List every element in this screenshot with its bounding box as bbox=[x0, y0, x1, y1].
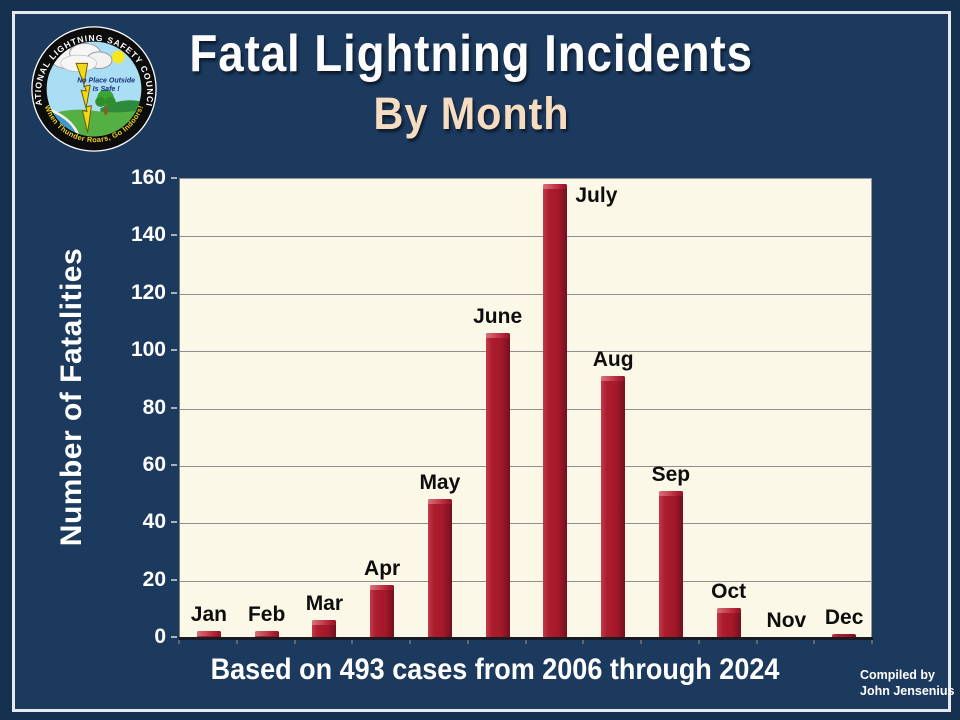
bar-may bbox=[427, 499, 452, 637]
y-tick-mark-100 bbox=[171, 349, 177, 352]
logo-slogan-line1: No Place Outside bbox=[77, 78, 135, 85]
plot-area: Jan Feb Mar Apr May June July Aug Sep Oct Nov Dec bbox=[179, 178, 872, 637]
bar-cap-oct bbox=[716, 608, 741, 613]
y-axis-title: Number of Fatalities bbox=[55, 247, 88, 547]
caption: Based on 493 cases from 2006 through 202… bbox=[210, 653, 780, 686]
x-tick-11 bbox=[813, 640, 816, 644]
y-tick-label-80: 80 bbox=[142, 395, 166, 419]
credit: Compiled by John Jensenius bbox=[860, 668, 954, 699]
bar-label-oct: Oct bbox=[711, 580, 747, 603]
logo-slogan-line2: Is Safe ! bbox=[93, 86, 121, 93]
x-tick-7 bbox=[582, 640, 585, 644]
bar-label-nov: Nov bbox=[766, 609, 807, 632]
bar-cap-may bbox=[427, 499, 452, 504]
gridline-120 bbox=[180, 293, 871, 295]
y-tick-label-0: 0 bbox=[154, 625, 166, 648]
bar-feb bbox=[254, 631, 279, 637]
x-axis-line bbox=[178, 637, 873, 644]
bar-cap-aug bbox=[601, 376, 626, 381]
bar-cap-july bbox=[543, 184, 568, 189]
y-tick-mark-120 bbox=[171, 291, 177, 294]
x-tick-4 bbox=[409, 640, 411, 644]
bar-mar bbox=[312, 620, 337, 637]
y-tick-mark-80 bbox=[171, 406, 177, 409]
logo-sun bbox=[111, 50, 125, 64]
bar-aug bbox=[601, 376, 626, 637]
header: Fatal Lightning Incidents By Month bbox=[0, 24, 960, 140]
gridline-140 bbox=[180, 236, 871, 238]
credit-line2: John Jensenius bbox=[860, 683, 955, 698]
x-tick-8 bbox=[640, 640, 642, 644]
x-tick-6 bbox=[524, 640, 527, 644]
page-title: Fatal Lightning Incidents bbox=[189, 25, 753, 83]
page-subtitle: By Month bbox=[373, 88, 569, 139]
y-tick-label-100: 100 bbox=[130, 338, 166, 362]
x-tick-3 bbox=[351, 640, 354, 644]
y-tick-label-120: 120 bbox=[130, 280, 166, 304]
lightning-bolt-icon bbox=[75, 62, 93, 133]
nlsc-logo: No Place Outside Is Safe ! NATIONAL LIGH… bbox=[30, 25, 157, 152]
bar-dec bbox=[832, 634, 857, 637]
x-tick-1 bbox=[235, 640, 238, 644]
gridline-60 bbox=[180, 465, 871, 467]
bar-label-mar: Mar bbox=[305, 592, 344, 615]
x-tick-5 bbox=[466, 640, 469, 644]
gridline-80 bbox=[180, 408, 871, 410]
y-tick-mark-40 bbox=[171, 521, 177, 524]
x-tick-9 bbox=[697, 640, 700, 644]
bar-cap-apr bbox=[370, 585, 395, 590]
bar-label-july: July bbox=[575, 184, 618, 207]
bar-jan bbox=[196, 631, 221, 637]
y-tick-mark-160 bbox=[171, 177, 177, 179]
y-tick-label-140: 140 bbox=[130, 223, 166, 247]
bar-label-sep: Sep bbox=[651, 463, 691, 486]
x-tick-10 bbox=[755, 640, 758, 644]
bar-apr bbox=[370, 585, 395, 637]
y-tick-label-160: 160 bbox=[130, 166, 166, 189]
gridline-100 bbox=[180, 351, 871, 353]
bar-label-may: May bbox=[419, 471, 461, 494]
bar-sep bbox=[658, 491, 683, 637]
bar-cap-mar bbox=[312, 620, 337, 625]
credit-line1: Compiled by bbox=[860, 668, 936, 682]
x-tick-12 bbox=[871, 640, 873, 644]
y-tick-label-60: 60 bbox=[142, 452, 166, 476]
y-tick-mark-140 bbox=[171, 234, 177, 237]
bar-label-feb: Feb bbox=[247, 603, 286, 626]
bar-oct bbox=[716, 608, 741, 637]
gridline-40 bbox=[180, 523, 871, 525]
bar-label-june: June bbox=[473, 305, 523, 328]
y-tick-label-20: 20 bbox=[142, 567, 166, 591]
bar-cap-june bbox=[485, 333, 510, 338]
bar-cap-jan bbox=[196, 631, 221, 636]
y-tick-mark-20 bbox=[171, 578, 177, 581]
gridline-20 bbox=[180, 580, 871, 582]
y-tick-mark-60 bbox=[171, 463, 177, 466]
x-tick-2 bbox=[293, 640, 296, 644]
bar-label-jan: Jan bbox=[190, 603, 227, 626]
bar-cap-feb bbox=[254, 631, 279, 636]
bar-label-aug: Aug bbox=[592, 348, 634, 371]
logo-tree bbox=[95, 89, 116, 115]
y-tick-label-40: 40 bbox=[142, 510, 166, 534]
bar-label-apr: Apr bbox=[364, 557, 401, 580]
bar-cap-sep bbox=[658, 491, 683, 496]
x-tick-0 bbox=[178, 640, 180, 644]
bar-july bbox=[543, 184, 568, 637]
bar-june bbox=[485, 333, 510, 637]
y-tick-mark-0 bbox=[171, 636, 177, 638]
bar-label-dec: Dec bbox=[824, 606, 864, 629]
